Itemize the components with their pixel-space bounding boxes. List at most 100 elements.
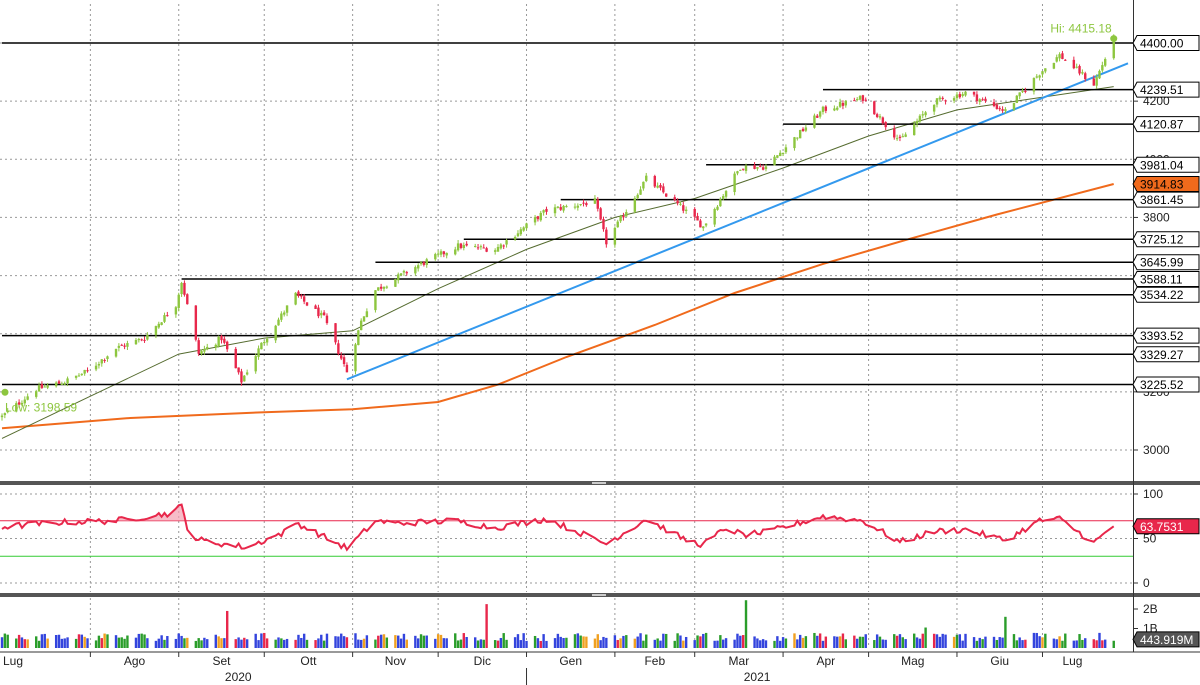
volume-panel <box>0 600 1115 648</box>
rsi-overbought-fill <box>814 515 843 521</box>
month-label: Lug <box>3 654 23 668</box>
volume-bar <box>1075 640 1078 648</box>
candle-body <box>1015 95 1019 104</box>
candle-body <box>722 196 725 199</box>
candle-body <box>673 197 676 201</box>
volume-value-label-text: 443.919M <box>1140 633 1193 647</box>
volume-bar <box>382 634 386 648</box>
volume-bar <box>522 633 525 648</box>
candle-body <box>379 286 383 289</box>
volume-bar <box>716 640 719 648</box>
candle-body <box>932 104 936 112</box>
candle-body <box>479 246 483 248</box>
candle-body <box>895 138 899 140</box>
candle-body <box>576 205 580 208</box>
candle-body <box>781 152 785 155</box>
volume-bar <box>659 640 662 648</box>
candle-body <box>759 166 762 168</box>
candle-body <box>254 356 257 372</box>
volume-bar <box>573 634 577 648</box>
volume-bar <box>320 634 323 648</box>
volume-bar <box>585 636 588 648</box>
candle-body <box>1112 35 1115 59</box>
candle-body <box>26 396 29 400</box>
candle-body <box>821 106 825 112</box>
volume-bar <box>234 639 237 648</box>
candle-body <box>240 371 243 383</box>
candle-body <box>744 165 748 171</box>
month-label: Mar <box>729 654 750 668</box>
volume-bar <box>23 639 27 648</box>
volume-bar <box>556 633 560 648</box>
candle-body <box>77 375 81 377</box>
candle-body <box>340 355 343 359</box>
candle-body <box>505 240 508 245</box>
candle-body <box>186 294 189 305</box>
volume-bar <box>779 640 782 648</box>
volume-bar <box>984 636 987 648</box>
candle-body <box>619 216 622 222</box>
volume-bar <box>693 640 696 648</box>
hi-marker <box>1110 35 1118 43</box>
candle-body <box>6 410 9 413</box>
candle-body <box>855 99 859 101</box>
volume-bar <box>881 639 885 648</box>
candle-body <box>1044 68 1047 72</box>
volume-bar <box>605 637 608 648</box>
volume-bar <box>915 637 919 648</box>
volume-bar <box>833 636 836 648</box>
volume-bar <box>972 637 976 648</box>
volume-bar <box>505 639 508 648</box>
candle-body <box>599 208 602 220</box>
candle-body <box>921 114 924 116</box>
candle-body <box>476 247 480 249</box>
volume-bar <box>123 638 126 648</box>
candle-body <box>20 402 24 405</box>
candle-body <box>562 205 565 211</box>
volume-bar <box>696 635 699 648</box>
candle-body <box>984 98 987 101</box>
candle-body <box>117 345 121 348</box>
volume-bar <box>756 638 759 648</box>
volume-bar <box>374 639 377 648</box>
candle-body <box>320 312 323 316</box>
year-label: 2020 <box>225 670 252 684</box>
volume-bar <box>773 640 776 648</box>
candle-body <box>100 359 103 364</box>
low-marker <box>1 388 9 396</box>
candle-body <box>166 315 169 317</box>
candle-body <box>841 102 845 106</box>
candle-body <box>157 323 160 328</box>
volume-bar <box>263 632 266 648</box>
candle-body <box>314 305 317 309</box>
volume-bar <box>545 640 548 648</box>
volume-bar <box>1092 639 1095 648</box>
volume-bar <box>297 634 300 648</box>
volume-bar <box>160 635 163 648</box>
volume-bar <box>938 636 942 648</box>
candle-body <box>525 223 528 229</box>
volume-bar <box>140 633 143 648</box>
level-value-label-box <box>1132 254 1200 271</box>
candle-body <box>818 111 822 117</box>
candle-body <box>237 367 240 373</box>
candle-body <box>676 200 679 204</box>
candle-body <box>163 315 166 322</box>
volume-bar <box>394 635 397 648</box>
candle-body <box>203 349 206 352</box>
volume-bar <box>397 635 400 648</box>
candle-body <box>493 250 497 252</box>
volume-bar <box>177 633 180 648</box>
candle-body <box>684 209 688 212</box>
ma200-value-label-text: 3914.83 <box>1140 178 1184 192</box>
volume-bar <box>445 638 448 648</box>
volume-bar <box>379 634 383 648</box>
candle-body <box>1098 70 1101 79</box>
month-label: Nov <box>385 654 406 668</box>
volume-bar <box>20 637 24 648</box>
volume-bar <box>1024 639 1027 648</box>
volume-bar <box>183 638 186 648</box>
level-value-label-text: 4120.87 <box>1140 118 1184 132</box>
level-value-label-box <box>1132 116 1200 133</box>
candle-body <box>622 216 625 218</box>
